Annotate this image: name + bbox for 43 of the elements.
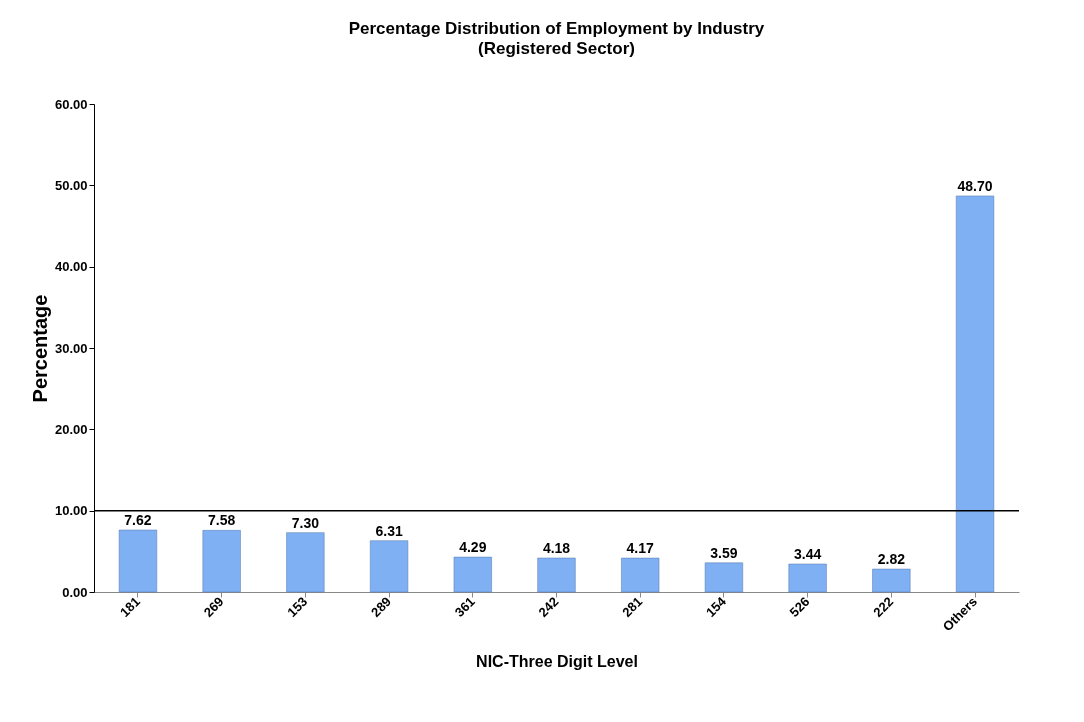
chart-subtitle: (Registered Sector) xyxy=(478,39,635,58)
data-label: 48.70 xyxy=(957,177,993,194)
data-label: 4.29 xyxy=(459,539,487,556)
bar xyxy=(872,568,911,593)
x-tick-label: 154 xyxy=(702,593,730,620)
x-tick-label: 289 xyxy=(368,593,395,620)
chart-title: Percentage Distribution of Employment by Industry xyxy=(348,19,765,38)
data-label: 7.58 xyxy=(208,512,236,529)
data-label: 3.44 xyxy=(794,546,822,563)
data-label: 7.62 xyxy=(124,512,152,529)
y-tick-label: 10.00 xyxy=(54,503,88,519)
data-label: 3.59 xyxy=(710,544,738,561)
x-tick-label: 181 xyxy=(116,593,143,620)
bar xyxy=(202,530,241,593)
data-label: 4.18 xyxy=(542,540,571,556)
x-tick-label: 281 xyxy=(619,593,646,620)
bar xyxy=(704,562,744,593)
x-tick-label: 242 xyxy=(535,593,562,620)
bar xyxy=(537,557,576,593)
bar xyxy=(621,557,660,593)
bar xyxy=(788,563,827,593)
data-label: 4.17 xyxy=(626,540,655,557)
x-tick-label: 153 xyxy=(284,593,311,620)
data-label: 7.30 xyxy=(291,514,320,531)
x-tick-label: 222 xyxy=(870,593,897,620)
bar xyxy=(955,195,995,593)
y-tick-label: 20.00 xyxy=(54,421,88,437)
data-label: 6.31 xyxy=(375,522,403,539)
x-axis-title: NIC-Three Digit Level xyxy=(476,653,638,671)
x-tick-label: 526 xyxy=(786,593,813,620)
x-tick-label: 361 xyxy=(451,593,478,620)
y-tick-label: 40.00 xyxy=(54,259,88,275)
x-tick-label: 269 xyxy=(200,593,227,620)
bar xyxy=(286,532,325,593)
data-label: 2.82 xyxy=(877,551,906,568)
y-tick-label: 60.00 xyxy=(54,96,88,112)
y-tick-label: 50.00 xyxy=(54,177,88,193)
bar xyxy=(118,529,158,593)
bar xyxy=(369,540,409,593)
bar xyxy=(453,556,492,593)
y-tick-label: 30.00 xyxy=(54,340,88,356)
y-tick-label: 0.00 xyxy=(62,584,88,600)
y-axis-title: Percentage xyxy=(28,294,51,403)
